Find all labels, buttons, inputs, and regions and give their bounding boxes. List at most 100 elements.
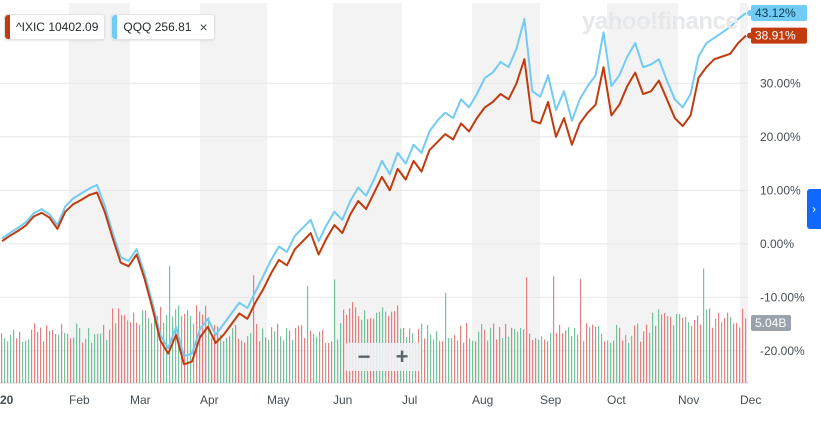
- volume-bar: [172, 316, 174, 383]
- volume-bar: [469, 338, 471, 383]
- volume-bar: [64, 333, 66, 383]
- volume-bar: [13, 329, 15, 383]
- volume-bar: [487, 340, 489, 383]
- volume-bar: [238, 338, 240, 383]
- volume-bar: [499, 327, 501, 383]
- y-tick-label: -10.00%: [760, 290, 805, 304]
- volume-bar: [583, 341, 585, 383]
- volume-bar: [40, 327, 42, 383]
- volume-bar: [649, 332, 651, 383]
- last-value-badge: [751, 5, 807, 22]
- volume-bar: [52, 329, 54, 383]
- volume-bar: [310, 330, 312, 383]
- volume-bar: [202, 314, 204, 383]
- volume-bar: [145, 310, 147, 383]
- volume-bar: [667, 316, 669, 383]
- volume-bar: [673, 325, 675, 383]
- volume-bar: [517, 331, 519, 383]
- volume-bar: [703, 268, 705, 383]
- legend-chip-ixic[interactable]: ^IXIC 10402.09: [4, 14, 106, 40]
- volume-bar: [460, 325, 462, 383]
- volume-bar: [343, 309, 345, 383]
- volume-bar: [682, 317, 684, 383]
- volume-bar: [298, 325, 300, 383]
- volume-bar: [169, 265, 171, 383]
- volume-bar: [4, 338, 6, 383]
- volume-bar: [520, 327, 522, 383]
- x-tick-label: Aug: [472, 393, 493, 407]
- volume-bar: [511, 327, 513, 383]
- volume-bar: [442, 341, 444, 383]
- volume-bar: [475, 341, 477, 383]
- volume-bar: [175, 309, 177, 383]
- volume-bar: [268, 339, 270, 383]
- volume-bar: [34, 323, 36, 383]
- volume-bar: [745, 318, 747, 383]
- volume-bar: [421, 323, 423, 383]
- volume-bar: [736, 322, 738, 383]
- volume-bar: [538, 339, 540, 383]
- volume-bar: [325, 342, 327, 383]
- volume-bar: [445, 292, 447, 383]
- volume-bar: [31, 329, 33, 383]
- volume-bar: [208, 317, 210, 383]
- volume-bar: [616, 324, 618, 383]
- volume-bar: [130, 322, 132, 383]
- volume-bar: [718, 312, 720, 383]
- volume-bar: [199, 311, 201, 383]
- volume-bar: [19, 331, 21, 383]
- volume-bar: [652, 312, 654, 383]
- volume-bar: [235, 324, 237, 383]
- volume-bar: [679, 314, 681, 383]
- volume-bar: [247, 336, 249, 383]
- close-icon[interactable]: ×: [199, 19, 208, 35]
- volume-bar: [187, 309, 189, 383]
- volume-bar: [697, 315, 699, 383]
- volume-bar: [661, 314, 663, 383]
- volume-bar: [613, 340, 615, 383]
- y-tick-label: 0.00%: [760, 237, 794, 251]
- zoom-in-button[interactable]: +: [395, 344, 409, 369]
- volume-bar: [100, 333, 102, 383]
- volume-bar: [688, 322, 690, 383]
- legend: ^IXIC 10402.09 QQQ 256.81 ×: [4, 14, 215, 40]
- volume-bar: [193, 323, 195, 383]
- volume-bar: [139, 324, 141, 383]
- volume-bar: [109, 329, 111, 383]
- y-tick-label: 30.00%: [760, 76, 801, 90]
- volume-bar: [223, 341, 225, 383]
- volume-bar: [151, 323, 153, 383]
- volume-bar: [601, 333, 603, 383]
- volume-bar: [289, 330, 291, 383]
- volume-bar: [505, 324, 507, 383]
- volume-bar: [301, 325, 303, 383]
- volume-bar: [148, 317, 150, 383]
- volume-bar: [592, 324, 594, 383]
- volume-bar: [721, 322, 723, 383]
- volume-bar: [481, 324, 483, 383]
- volume-bar: [433, 339, 435, 383]
- volume-bar: [304, 338, 306, 383]
- volume-bar: [625, 335, 627, 383]
- chevron-right-icon[interactable]: ›: [807, 189, 821, 229]
- volume-bar: [88, 328, 90, 383]
- volume-bar: [133, 312, 135, 383]
- zoom-out-button[interactable]: −: [357, 344, 371, 369]
- x-tick-label: Jul: [402, 393, 417, 407]
- volume-bar: [598, 326, 600, 383]
- volume-bar: [256, 324, 258, 383]
- legend-chip-qqq[interactable]: QQQ 256.81 ×: [111, 14, 215, 40]
- volume-bar: [307, 286, 309, 383]
- volume-bar: [274, 331, 276, 383]
- volume-bar: [685, 316, 687, 383]
- volume-bar: [622, 340, 624, 383]
- legend-ixic-value: 10402.09: [48, 20, 99, 34]
- volume-bar: [715, 318, 717, 383]
- volume-bar: [553, 276, 555, 383]
- x-tick-label: 20: [0, 393, 14, 407]
- volume-bar: [454, 335, 456, 383]
- month-band: [200, 3, 267, 383]
- volume-bar: [493, 323, 495, 383]
